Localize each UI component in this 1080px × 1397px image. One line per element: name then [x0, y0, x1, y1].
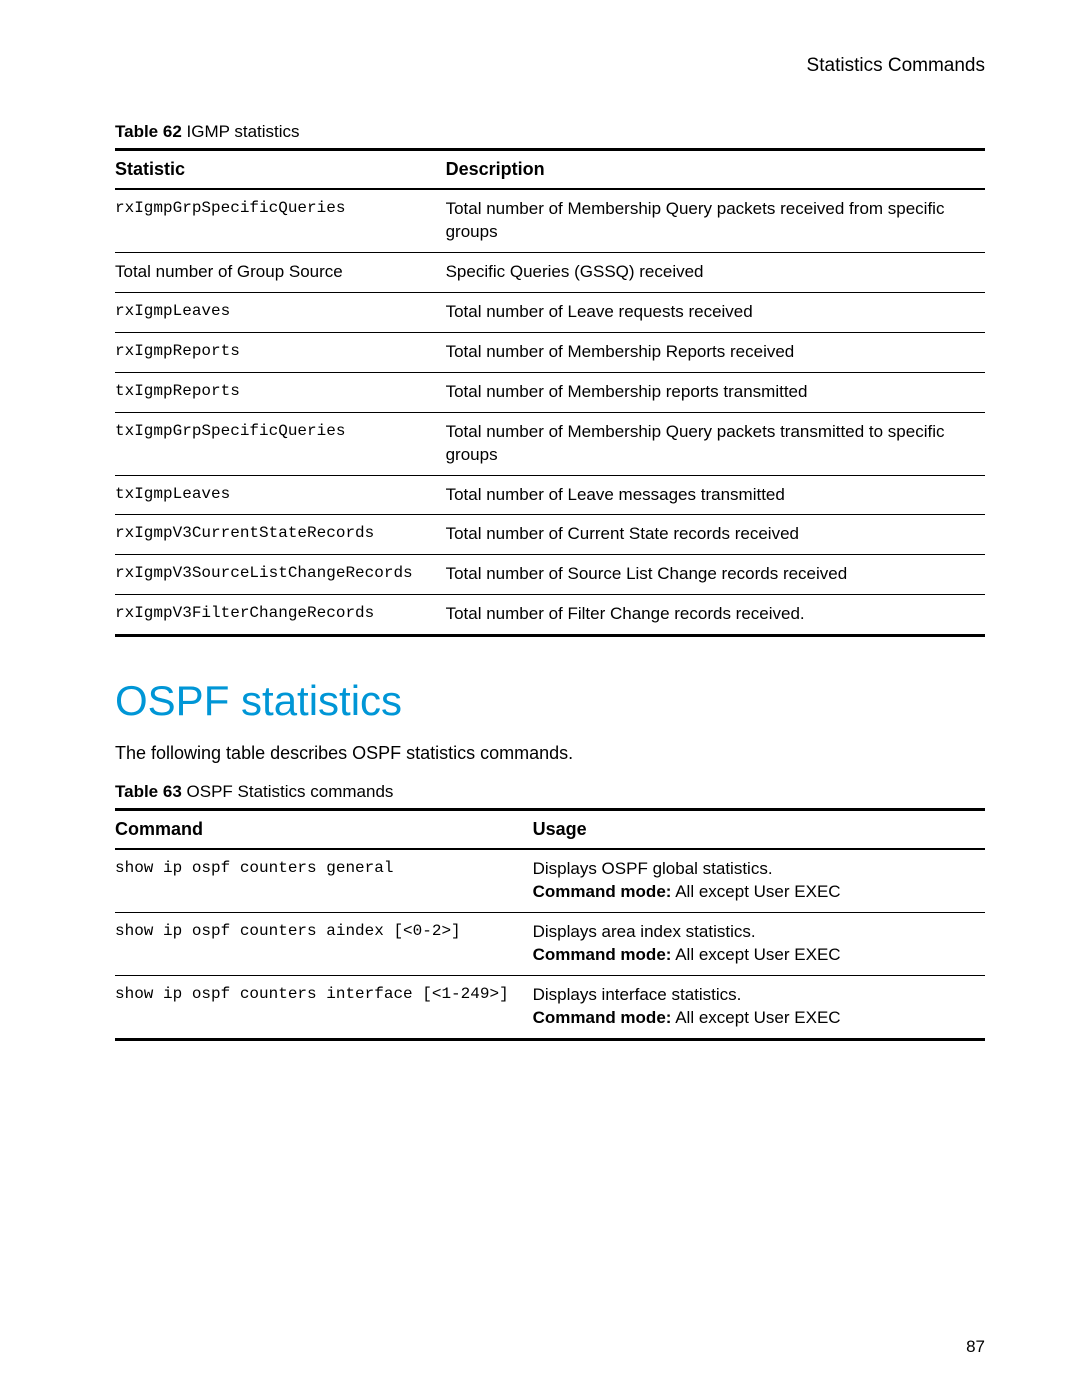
usage-cell: Displays OSPF global statistics.Command …: [533, 849, 985, 912]
statistic-cell: txIgmpReports: [115, 372, 446, 412]
command-mode-value: All except User EXEC: [671, 882, 840, 901]
command-mode-label: Command mode:: [533, 945, 672, 964]
table-row: show ip ospf counters aindex [<0-2>]Disp…: [115, 913, 985, 976]
table-row: rxIgmpV3FilterChangeRecordsTotal number …: [115, 595, 985, 636]
description-cell: Total number of Membership Reports recei…: [446, 332, 985, 372]
table62-caption-text: IGMP statistics: [187, 122, 300, 141]
description-cell: Total number of Filter Change records re…: [446, 595, 985, 636]
command-mode-label: Command mode:: [533, 882, 672, 901]
usage-cell: Displays area index statistics.Command m…: [533, 913, 985, 976]
command-mode-line: Command mode: All except User EXEC: [533, 944, 979, 967]
command-mode-label: Command mode:: [533, 1008, 672, 1027]
usage-text: Displays area index statistics.: [533, 921, 979, 944]
table63: Command Usage show ip ospf counters gene…: [115, 808, 985, 1041]
statistic-cell: Total number of Group Source: [115, 252, 446, 292]
statistic-cell: rxIgmpV3FilterChangeRecords: [115, 595, 446, 636]
description-cell: Total number of Leave messages transmitt…: [446, 475, 985, 515]
command-mode-line: Command mode: All except User EXEC: [533, 1007, 979, 1030]
usage-text: Displays OSPF global statistics.: [533, 858, 979, 881]
table63-col-command: Command: [115, 810, 533, 850]
table62-col-description: Description: [446, 150, 985, 190]
description-cell: Total number of Current State records re…: [446, 515, 985, 555]
statistic-cell: txIgmpLeaves: [115, 475, 446, 515]
table-row: rxIgmpReportsTotal number of Membership …: [115, 332, 985, 372]
usage-cell: Displays interface statistics.Command mo…: [533, 976, 985, 1040]
table-row: show ip ospf counters generalDisplays OS…: [115, 849, 985, 912]
command-mode-value: All except User EXEC: [671, 945, 840, 964]
table-row: rxIgmpV3SourceListChangeRecordsTotal num…: [115, 555, 985, 595]
table-row: txIgmpGrpSpecificQueriesTotal number of …: [115, 412, 985, 475]
table-row: rxIgmpGrpSpecificQueriesTotal number of …: [115, 189, 985, 252]
page-container: Statistics Commands Table 62 IGMP statis…: [0, 0, 1080, 1397]
description-cell: Total number of Membership Query packets…: [446, 412, 985, 475]
table-row: txIgmpReportsTotal number of Membership …: [115, 372, 985, 412]
table63-caption-text: OSPF Statistics commands: [187, 782, 394, 801]
command-cell: show ip ospf counters aindex [<0-2>]: [115, 913, 533, 976]
command-mode-value: All except User EXEC: [671, 1008, 840, 1027]
table-row: rxIgmpLeavesTotal number of Leave reques…: [115, 292, 985, 332]
command-cell: show ip ospf counters general: [115, 849, 533, 912]
table-row: rxIgmpV3CurrentStateRecordsTotal number …: [115, 515, 985, 555]
description-cell: Specific Queries (GSSQ) received: [446, 252, 985, 292]
statistic-cell: rxIgmpGrpSpecificQueries: [115, 189, 446, 252]
statistic-cell: rxIgmpLeaves: [115, 292, 446, 332]
table63-caption: Table 63 OSPF Statistics commands: [115, 782, 985, 802]
command-mode-line: Command mode: All except User EXEC: [533, 881, 979, 904]
statistic-cell: rxIgmpReports: [115, 332, 446, 372]
description-cell: Total number of Leave requests received: [446, 292, 985, 332]
table62-caption: Table 62 IGMP statistics: [115, 122, 985, 142]
description-cell: Total number of Source List Change recor…: [446, 555, 985, 595]
description-cell: Total number of Membership reports trans…: [446, 372, 985, 412]
statistic-cell: txIgmpGrpSpecificQueries: [115, 412, 446, 475]
statistic-cell: rxIgmpV3SourceListChangeRecords: [115, 555, 446, 595]
usage-text: Displays interface statistics.: [533, 984, 979, 1007]
table62-col-statistic: Statistic: [115, 150, 446, 190]
statistic-cell: rxIgmpV3CurrentStateRecords: [115, 515, 446, 555]
table-row: show ip ospf counters interface [<1-249>…: [115, 976, 985, 1040]
table62-caption-label: Table 62: [115, 122, 182, 141]
ospf-intro-text: The following table describes OSPF stati…: [115, 743, 985, 764]
table63-col-usage: Usage: [533, 810, 985, 850]
table63-caption-label: Table 63: [115, 782, 182, 801]
table-row: txIgmpLeavesTotal number of Leave messag…: [115, 475, 985, 515]
table62: Statistic Description rxIgmpGrpSpecificQ…: [115, 148, 985, 637]
header-section-title: Statistics Commands: [115, 55, 985, 77]
page-number: 87: [966, 1337, 985, 1357]
table62-header-row: Statistic Description: [115, 150, 985, 190]
ospf-heading: OSPF statistics: [115, 677, 985, 725]
description-cell: Total number of Membership Query packets…: [446, 189, 985, 252]
command-cell: show ip ospf counters interface [<1-249>…: [115, 976, 533, 1040]
table63-header-row: Command Usage: [115, 810, 985, 850]
table-row: Total number of Group SourceSpecific Que…: [115, 252, 985, 292]
